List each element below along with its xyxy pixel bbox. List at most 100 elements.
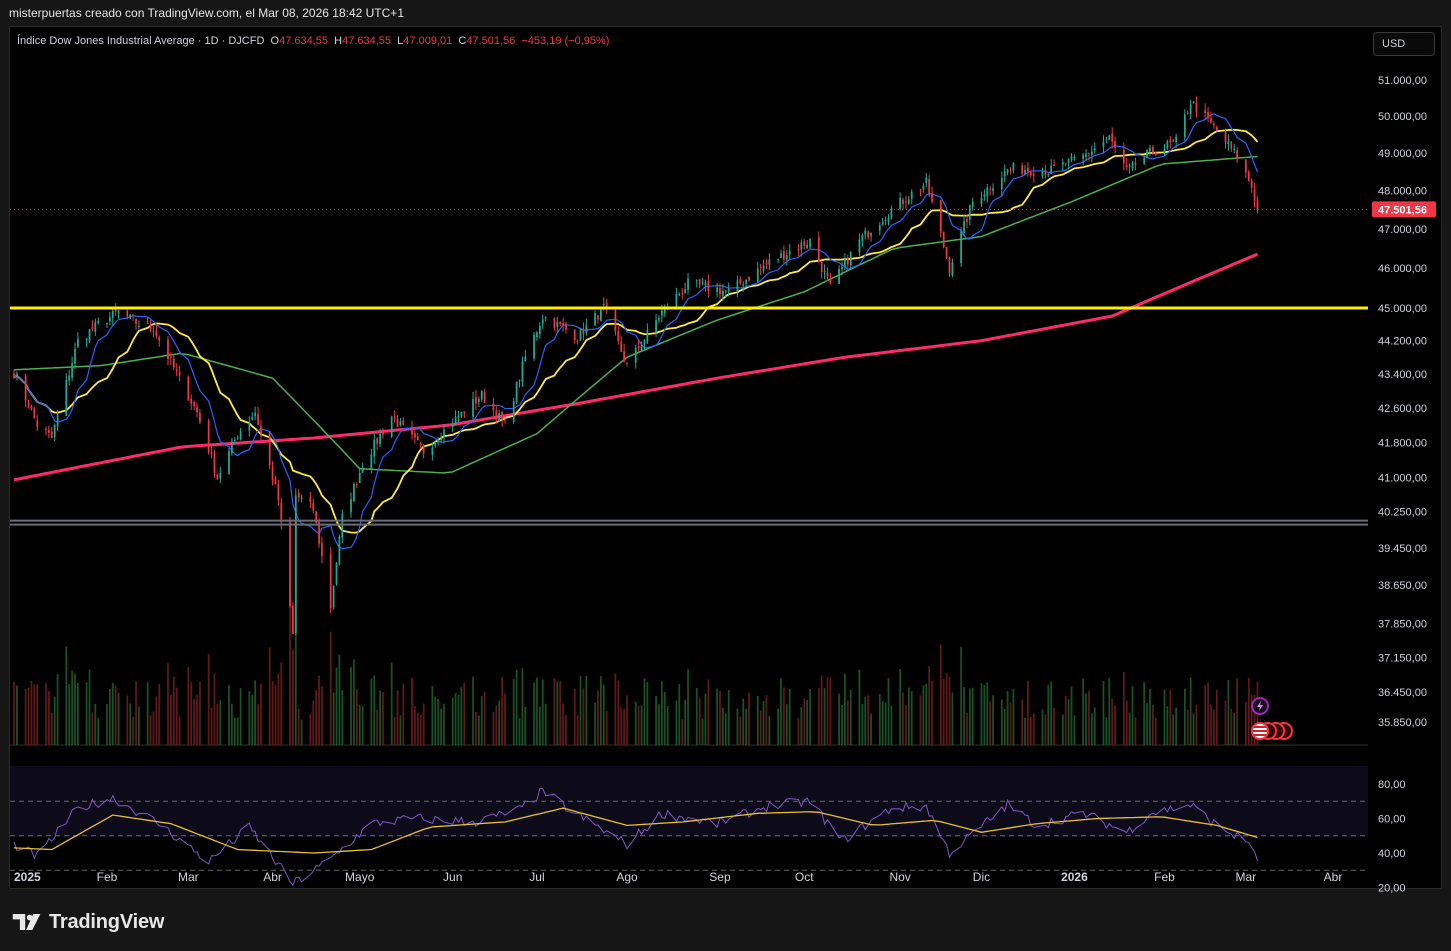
tradingview-logo[interactable]: TradingView [11, 908, 164, 936]
symbol-title[interactable]: Índice Dow Jones Industrial Average · 1D… [17, 35, 265, 47]
volume-bar [1050, 681, 1053, 745]
volume-bar [907, 687, 910, 745]
candle-body [30, 405, 33, 410]
volume-bar [193, 699, 195, 745]
volume-bar [719, 690, 721, 745]
candle-body [1250, 180, 1253, 188]
volume-bar [475, 712, 477, 745]
candle-body [960, 231, 962, 264]
candle-body [338, 536, 341, 565]
volume-bar [254, 680, 257, 745]
candle-body [1108, 135, 1111, 140]
volume-bar [117, 692, 120, 745]
volume-bar [783, 687, 785, 745]
volume-bar [443, 703, 445, 745]
candle-body [675, 293, 678, 307]
candle-body [216, 474, 219, 480]
price-tick-label: 46.000,00 [1378, 263, 1427, 275]
volume-bar [1027, 680, 1029, 745]
candle-body [617, 331, 620, 341]
candle-body [422, 446, 425, 454]
volume-bar [257, 704, 259, 745]
volume-bar [573, 688, 576, 745]
volume-bar [210, 707, 213, 745]
candle-body [419, 442, 422, 446]
candle-body [1169, 139, 1172, 142]
candle-body [1090, 151, 1093, 156]
volume-bar [846, 700, 849, 745]
candle-body [1073, 156, 1076, 158]
candle-body [1154, 152, 1157, 155]
candle-body [460, 411, 463, 416]
candle-body [620, 341, 623, 352]
candle-body [280, 502, 283, 523]
candle-body [213, 453, 216, 474]
volume-bar [565, 714, 567, 745]
volume-bar [553, 678, 556, 745]
volume-bar [379, 690, 381, 745]
volume-bar [841, 704, 843, 745]
volume-bar [219, 700, 222, 745]
volume-bar [902, 692, 904, 745]
volume-bar [419, 714, 422, 745]
time-tick-label: Sep [709, 870, 731, 884]
volume-bar [47, 691, 50, 745]
candle-body [111, 310, 114, 318]
candle-body [501, 412, 503, 420]
candle-body [1102, 142, 1105, 147]
candle-body [707, 280, 710, 292]
volume-bar [56, 674, 59, 745]
candle-body [138, 326, 140, 328]
price-tick-label: 47.000,00 [1378, 224, 1427, 236]
candle-body [251, 417, 254, 420]
candle-body [187, 376, 190, 401]
candle-body [1152, 146, 1154, 154]
candle-body [1210, 117, 1212, 123]
candle-body [899, 197, 901, 209]
open-key: O [270, 35, 280, 47]
volume-bar [228, 685, 230, 745]
volume-bar [931, 680, 933, 745]
volume-bar [614, 673, 617, 745]
price-tick-label: 42.600,00 [1378, 403, 1427, 415]
volume-bar [983, 685, 986, 745]
candle-body [434, 442, 437, 446]
volume-bar [74, 673, 76, 745]
volume-bar [1204, 685, 1207, 745]
candle-body [925, 177, 928, 183]
candle-body [193, 401, 195, 406]
candle-body [556, 321, 559, 328]
volume-bar [178, 716, 181, 745]
candle-body [257, 414, 259, 425]
volume-bar [1175, 707, 1177, 745]
candle-body [172, 358, 175, 368]
candle-body [239, 431, 242, 440]
volume-bar [536, 677, 538, 745]
currency-button[interactable]: USD [1373, 32, 1435, 56]
candle-body [329, 554, 332, 609]
candle-body [1195, 102, 1198, 113]
volume-bar [541, 679, 544, 745]
candle-body [117, 310, 120, 314]
candle-body [695, 280, 698, 282]
candle-body [579, 328, 582, 341]
candle-body [94, 321, 97, 332]
volume-bar [315, 690, 318, 745]
volume-bar [268, 647, 271, 745]
lightning-event-icon[interactable] [1251, 697, 1269, 715]
us-flag-event-icon[interactable] [1249, 722, 1293, 740]
candle-body [45, 428, 47, 431]
candle-body [544, 317, 547, 319]
candle-body [454, 416, 457, 425]
candle-body [524, 356, 527, 362]
candle-body [495, 410, 498, 420]
volume-bar [579, 675, 582, 745]
volume-bar [736, 708, 739, 745]
candle-body [878, 225, 881, 231]
price-tick-label: 44.200,00 [1378, 336, 1427, 348]
volume-bar [1111, 698, 1114, 745]
candle-body [585, 324, 588, 333]
candlestick-series [13, 96, 1259, 636]
volume-bar [1085, 693, 1087, 745]
